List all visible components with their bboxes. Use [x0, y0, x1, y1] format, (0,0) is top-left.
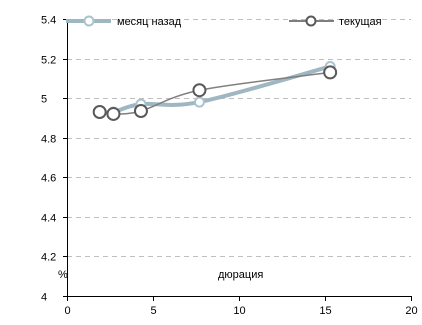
- legend-label-current: текущая: [339, 16, 382, 28]
- legend-item-month-ago: месяц назад: [66, 15, 182, 28]
- point-current-1: [106, 106, 121, 121]
- y-tick-label-6: 5.2: [41, 55, 56, 67]
- y-tick-label-4: 4.8: [41, 134, 56, 146]
- point-month-ago-3: [193, 96, 205, 108]
- legend-marker-month-ago: [83, 15, 95, 27]
- y-tick-label-2: 4.4: [41, 213, 56, 225]
- x-tick-label-2: 10: [233, 305, 245, 317]
- point-current-2: [133, 104, 148, 118]
- y-tick-label-5: 5: [41, 94, 47, 106]
- y-tick-label-7: 5.4: [41, 15, 56, 27]
- legend-label-month-ago: месяц назад: [117, 16, 182, 28]
- y-tick-labels: 4 4.2 4.4 4.6 4.8 5 5.2 5.4: [41, 15, 56, 304]
- series-layer: [92, 60, 338, 121]
- axes: [63, 19, 412, 301]
- x-tick-label-4: 20: [405, 305, 417, 317]
- y-tick-label-3: 4.6: [41, 173, 56, 185]
- x-tick-label-0: 0: [64, 305, 70, 317]
- y-tick-label-1: 4.2: [41, 252, 56, 264]
- point-current-3: [192, 83, 207, 98]
- y-tick-label-0: 4: [41, 292, 47, 304]
- point-current-0: [92, 104, 107, 119]
- x-tick-label-1: 5: [150, 305, 156, 317]
- x-tick-label-3: 15: [319, 305, 331, 317]
- legend: месяц назад текущая: [66, 15, 382, 28]
- x-axis-label: дюрация: [218, 269, 263, 281]
- series-current: [92, 65, 338, 121]
- x-tick-labels: 0 5 10 15 20: [64, 305, 417, 317]
- unit-label: %: [58, 269, 68, 281]
- legend-item-current: текущая: [289, 15, 382, 28]
- point-current-4: [323, 65, 338, 80]
- legend-marker-current: [305, 15, 317, 27]
- grid: [67, 19, 411, 257]
